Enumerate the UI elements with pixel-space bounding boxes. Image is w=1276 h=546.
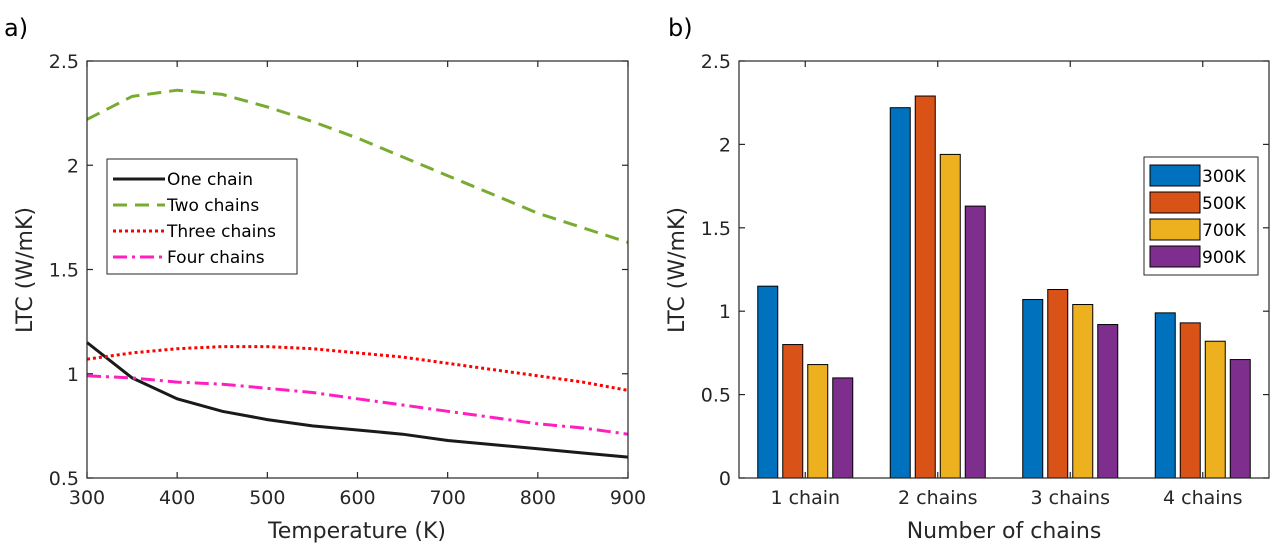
- legend: One chain Two chains Three chains Four chai…: [106, 158, 298, 275]
- series-line-one-chain: [86, 341, 629, 459]
- bar-900k: [1229, 359, 1251, 479]
- panel-label-a: a): [4, 14, 28, 42]
- line-series-group: [86, 88, 629, 459]
- bar-chart: 1 chain 2 chains 3 chains 4 chains 0 0.5 1 1.5 2…: [665, 51, 1270, 544]
- y-tick-label: 1: [67, 364, 79, 386]
- axis-ticks: 300 400 500 600 700 800 900 0.5 1 1.5 2 2.5: [49, 51, 646, 509]
- legend-label: 900K: [1202, 248, 1246, 268]
- y-tick-label: 1: [719, 301, 731, 323]
- y-tick-label: 2.5: [701, 51, 731, 73]
- x-axis-label: Temperature (K): [267, 519, 446, 544]
- bar-500k: [1179, 322, 1201, 479]
- axis-ticks: 1 chain 2 chains 3 chains 4 chains 0 0.5 1 1.5 2…: [701, 51, 1269, 509]
- legend-label: Three chains: [166, 222, 276, 242]
- x-tick-label: 1 chain: [770, 487, 840, 509]
- y-tick-label: 0.5: [701, 385, 731, 407]
- y-tick-label: 1.5: [701, 218, 731, 240]
- x-tick-label: 400: [159, 487, 195, 509]
- bar-300k: [1022, 299, 1044, 479]
- x-tick-label: 2 chains: [898, 487, 977, 509]
- x-tick-label: 500: [249, 487, 285, 509]
- x-tick-label: 800: [520, 487, 556, 509]
- x-tick-label: 900: [610, 487, 646, 509]
- legend-label: 700K: [1202, 221, 1246, 241]
- bar-900k: [1097, 324, 1119, 479]
- series-line-four-chains: [86, 374, 629, 436]
- bar-300k: [757, 285, 779, 479]
- x-tick-label: 3 chains: [1031, 487, 1110, 509]
- y-tick-label: 0: [719, 468, 731, 490]
- x-tick-label: 700: [430, 487, 466, 509]
- bar-700k: [1072, 304, 1094, 479]
- y-axis-label: LTC (W/mK): [13, 207, 38, 333]
- y-tick-label: 2: [67, 155, 79, 177]
- legend-swatch-700k: [1149, 218, 1201, 241]
- x-tick-label: 600: [339, 487, 375, 509]
- bar-700k: [807, 364, 829, 479]
- x-tick-label: 4 chains: [1163, 487, 1242, 509]
- series-line-three-chains: [86, 345, 629, 392]
- y-axis-label: LTC (W/mK): [665, 207, 690, 333]
- legend-label: Four chains: [167, 248, 265, 268]
- bar-700k: [939, 153, 961, 479]
- legend-label: 500K: [1202, 194, 1246, 214]
- line-chart: 300 400 500 600 700 800 900 0.5 1 1.5 2 2.5 Tempera…: [13, 51, 646, 544]
- bar-900k: [964, 205, 986, 479]
- legend-label: 300K: [1202, 167, 1246, 187]
- panel-label-b: b): [668, 14, 693, 42]
- x-axis-label: Number of chains: [907, 519, 1102, 544]
- bar-500k: [1047, 289, 1069, 479]
- y-tick-label: 0.5: [49, 468, 79, 490]
- bar-300k: [1154, 312, 1176, 479]
- bar-500k: [914, 95, 936, 479]
- legend-label: One chain: [167, 170, 253, 190]
- bar-900k: [832, 377, 854, 479]
- legend: 300K 500K 700K 900K: [1143, 156, 1259, 276]
- legend-label: Two chains: [166, 196, 259, 216]
- legend-swatch-500k: [1149, 191, 1201, 214]
- bar-500k: [782, 344, 804, 479]
- bar-700k: [1204, 340, 1226, 479]
- bar-300k: [889, 107, 911, 479]
- y-tick-label: 2.5: [49, 51, 79, 73]
- series-line-two-chains: [86, 88, 629, 244]
- y-tick-label: 1.5: [49, 260, 79, 282]
- legend-swatch-900k: [1149, 245, 1201, 268]
- y-tick-label: 2: [719, 134, 731, 156]
- plot-frame: [738, 60, 1270, 479]
- bar-group: [757, 95, 1251, 479]
- x-tick-label: 300: [69, 487, 105, 509]
- legend-swatch-300k: [1149, 164, 1201, 187]
